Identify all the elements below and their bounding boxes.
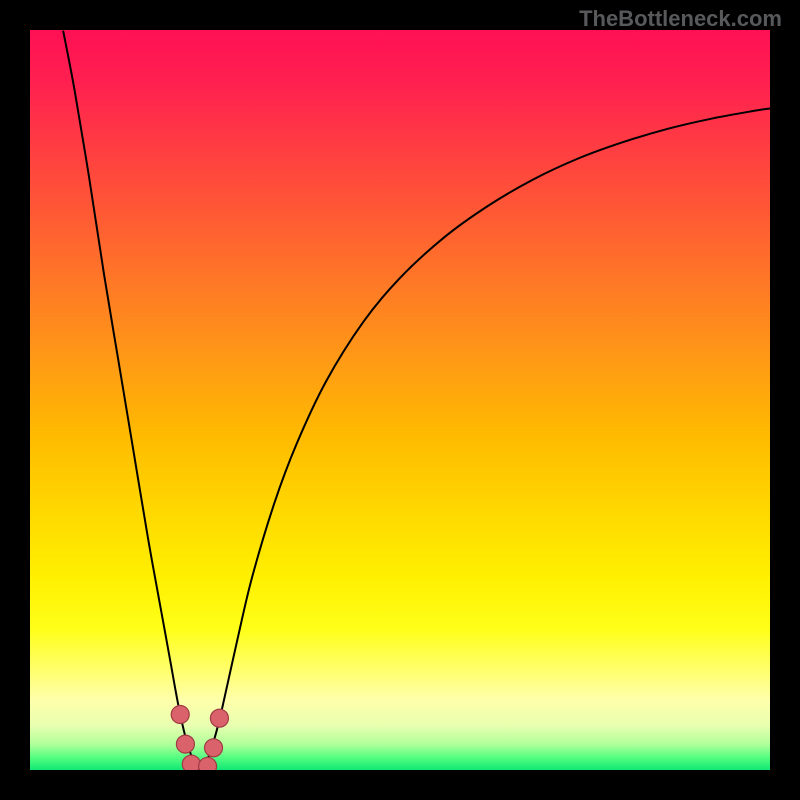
chart-frame: TheBottleneck.com — [0, 0, 800, 800]
gradient-background — [30, 30, 770, 770]
marker-dot — [182, 755, 200, 770]
marker-dot — [176, 735, 194, 753]
marker-dot — [171, 706, 189, 724]
marker-dot — [210, 709, 228, 727]
watermark-label: TheBottleneck.com — [579, 6, 782, 32]
marker-dot — [205, 739, 223, 757]
marker-dot — [199, 757, 217, 770]
chart-svg — [30, 30, 770, 770]
plot-area — [30, 30, 770, 770]
